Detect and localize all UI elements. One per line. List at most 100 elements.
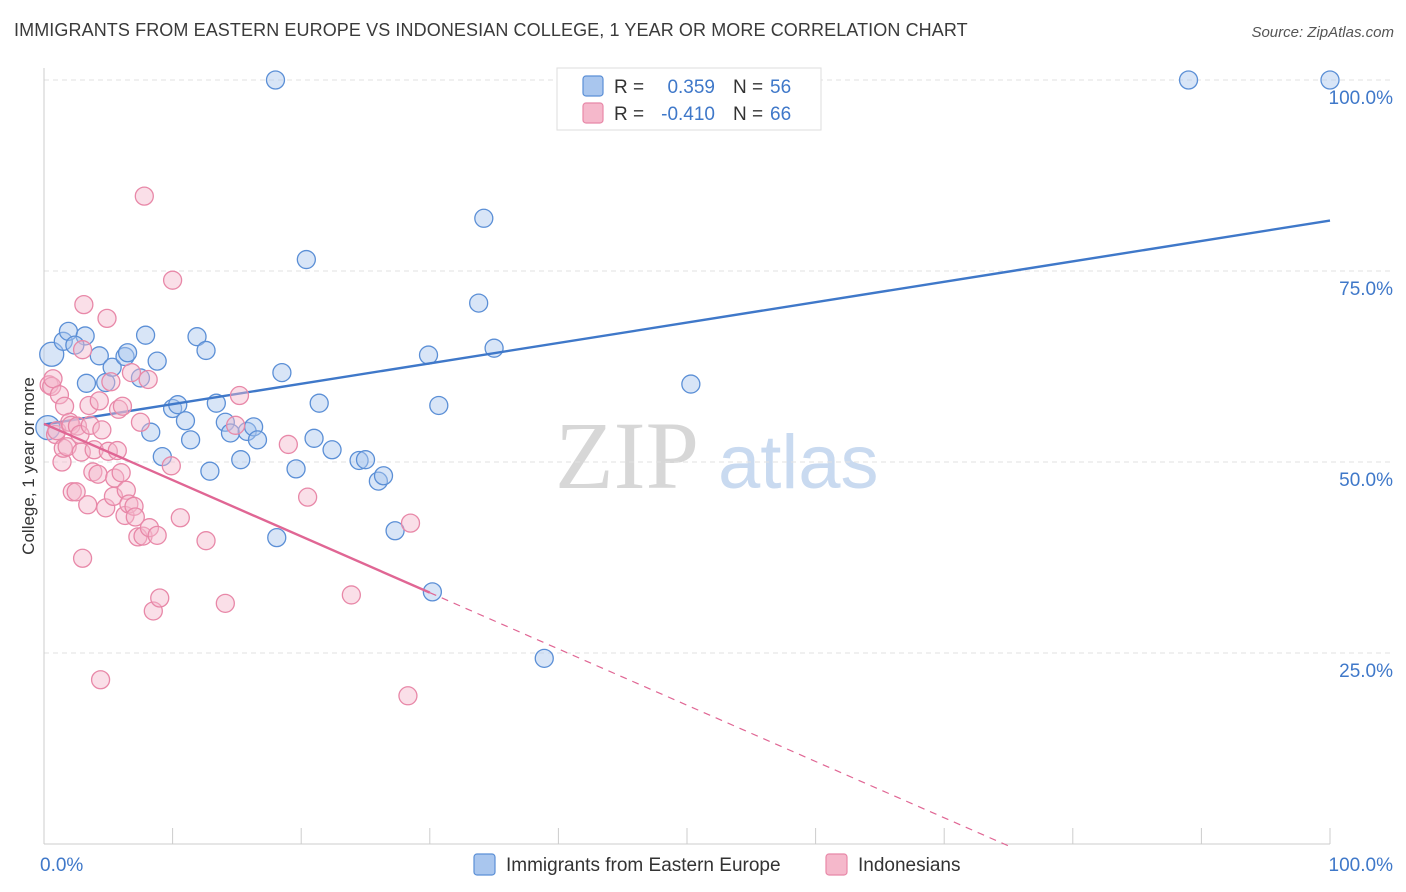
point-blue: [681, 374, 701, 394]
point-blue: [418, 345, 439, 365]
point-pink: [80, 415, 100, 435]
point-pink: [78, 495, 98, 515]
legend-n-label-1: N =: [733, 77, 763, 98]
point-pink: [225, 415, 246, 435]
point-blue: [135, 325, 156, 345]
point-pink: [96, 498, 116, 518]
point-pink: [134, 186, 154, 206]
bottom-legend-label-blue: Immigrants from Eastern Europe: [506, 855, 781, 876]
point-pink: [79, 395, 99, 416]
point-pink: [111, 463, 131, 483]
point-blue: [368, 471, 389, 491]
bottom-legend-label-pink: Indonesians: [858, 855, 960, 876]
point-pink: [162, 270, 183, 290]
legend-r-label-1: R =: [614, 77, 644, 98]
point-pink: [66, 482, 86, 502]
point-pink: [57, 437, 77, 457]
point-pink: [229, 385, 250, 406]
point-pink: [161, 456, 181, 476]
point-blue: [53, 331, 73, 351]
point-pink: [150, 588, 170, 608]
y-tick-label: 50.0%: [1339, 470, 1393, 491]
point-blue: [322, 440, 342, 460]
point-blue: [76, 373, 97, 393]
point-pink: [398, 686, 418, 706]
point-blue: [429, 395, 449, 416]
point-pink: [72, 548, 93, 568]
point-blue: [175, 411, 196, 431]
chart-title: IMMIGRANTS FROM EASTERN EUROPE VS INDONE…: [14, 20, 968, 40]
point-blue: [349, 450, 369, 471]
point-pink: [215, 593, 235, 613]
grid-lines: [44, 79, 1392, 654]
x-ticks: [43, 828, 1331, 844]
point-blue: [1320, 70, 1340, 90]
point-blue: [355, 450, 376, 470]
point-pink: [90, 670, 111, 690]
legend-n-value-2: 66: [770, 104, 791, 125]
series-layer: [35, 70, 1340, 847]
point-pink: [130, 412, 151, 432]
point-pink: [54, 396, 75, 416]
point-blue: [247, 430, 268, 450]
point-pink: [89, 391, 109, 411]
point-pink: [196, 531, 216, 551]
series-blue: [35, 70, 1340, 668]
point-blue: [102, 357, 122, 377]
point-blue: [196, 340, 216, 361]
legend-r-value-1: 0.359: [667, 77, 715, 98]
point-blue: [474, 208, 494, 228]
point-pink: [139, 518, 160, 538]
bottom-legend: Immigrants from Eastern Europe Indonesia…: [473, 853, 960, 876]
point-pink: [92, 420, 112, 440]
point-blue: [267, 527, 287, 548]
watermark-zip: ZIP: [555, 402, 699, 509]
point-pink: [43, 369, 63, 389]
point-pink: [400, 513, 421, 533]
x-tick-label-min: 0.0%: [40, 855, 83, 876]
legend-n-value-1: 56: [770, 77, 791, 98]
point-blue: [265, 70, 286, 90]
point-blue: [272, 362, 292, 383]
y-tick-labels: 25.0% 50.0% 75.0% 100.0%: [1329, 88, 1394, 682]
point-blue: [309, 393, 329, 413]
point-pink: [72, 340, 93, 360]
point-blue: [89, 346, 109, 366]
source-credit: Source: ZipAtlas.com: [1251, 24, 1394, 41]
point-blue: [117, 343, 138, 363]
point-pink: [278, 434, 298, 455]
y-tick-label: 25.0%: [1339, 661, 1393, 682]
legend-r-label-2: R =: [614, 104, 644, 125]
point-pink: [138, 369, 158, 390]
point-pink: [112, 396, 133, 416]
point-pink: [52, 452, 72, 472]
point-pink: [97, 308, 117, 329]
point-pink: [147, 525, 167, 545]
series-pink: [39, 186, 421, 706]
point-blue: [296, 249, 316, 270]
point-blue: [231, 450, 251, 470]
point-blue: [141, 422, 161, 442]
point-blue: [187, 327, 207, 347]
trend-line-pink: [43, 422, 431, 594]
point-pink: [101, 372, 121, 392]
point-blue: [373, 466, 394, 486]
y-axis-label: College, 1 year or more: [19, 377, 38, 555]
point-blue: [200, 461, 220, 481]
point-blue: [1178, 70, 1199, 90]
bottom-legend-swatch-pink: [825, 853, 848, 876]
point-blue: [422, 582, 443, 602]
y-tick-label: 75.0%: [1339, 279, 1393, 300]
point-pink: [341, 585, 362, 605]
legend-n-label-2: N =: [733, 104, 763, 125]
x-tick-label-max: 100.0%: [1329, 855, 1394, 876]
point-pink: [121, 362, 142, 383]
point-blue: [469, 293, 489, 313]
point-blue: [534, 648, 554, 668]
legend-r-value-2: -0.410: [661, 104, 715, 125]
point-blue: [180, 430, 201, 450]
watermark-atlas: atlas: [718, 420, 879, 505]
legend-swatch-pink: [582, 102, 604, 124]
point-pink: [74, 294, 94, 315]
